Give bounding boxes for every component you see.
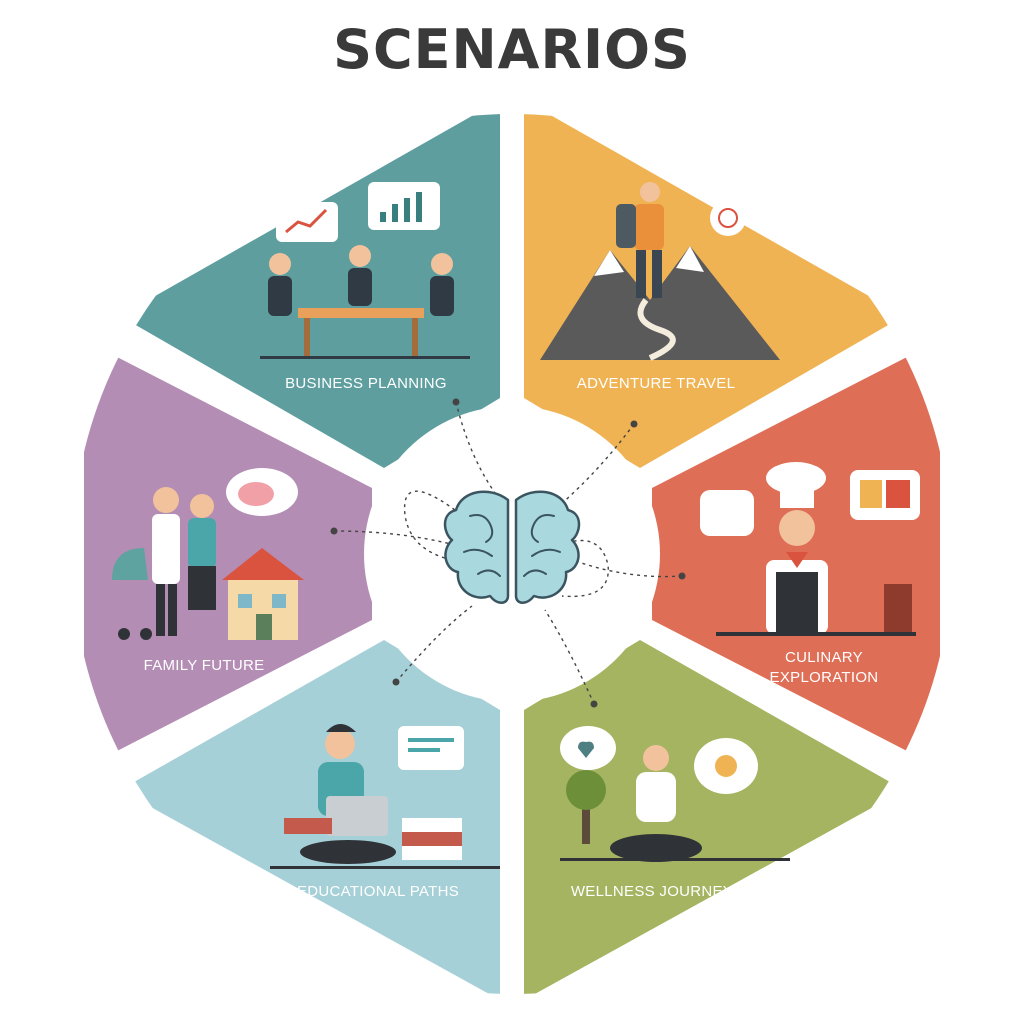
chef-icon [700,462,920,636]
mountain-hiker-icon [540,182,780,361]
business-meeting-icon [260,182,470,359]
page-title: SCENARIOS [333,18,691,81]
connector-adventure [559,423,635,506]
label-culinary-line2: EXPLORATION [770,669,879,686]
connector-wellness [544,609,595,705]
connector-dots [330,398,686,708]
label-educational-paths: EDUCATIONAL PATHS [297,883,459,900]
center-hub [364,406,660,702]
connector-loop-top [403,490,456,561]
label-family-future: FAMILY FUTURE [144,657,265,674]
segment-wellness[interactable] [524,640,904,1000]
label-business-planning: BUSINESS PLANNING [285,375,447,392]
connector-family [333,530,456,546]
connectors [333,401,683,705]
label-adventure-travel: ADVENTURE TRAVEL [577,375,735,392]
family-house-icon [112,468,304,640]
connector-business [455,401,501,501]
segment-family[interactable] [84,340,372,768]
meditation-icon [560,726,790,862]
connector-loop-right [559,539,609,598]
brain-icon [443,490,581,604]
label-wellness-journey: WELLNESS JOURNEY [571,883,733,900]
connector-education [395,605,473,683]
label-culinary-line1: CULINARY [785,649,863,666]
student-laptop-icon [270,724,500,869]
